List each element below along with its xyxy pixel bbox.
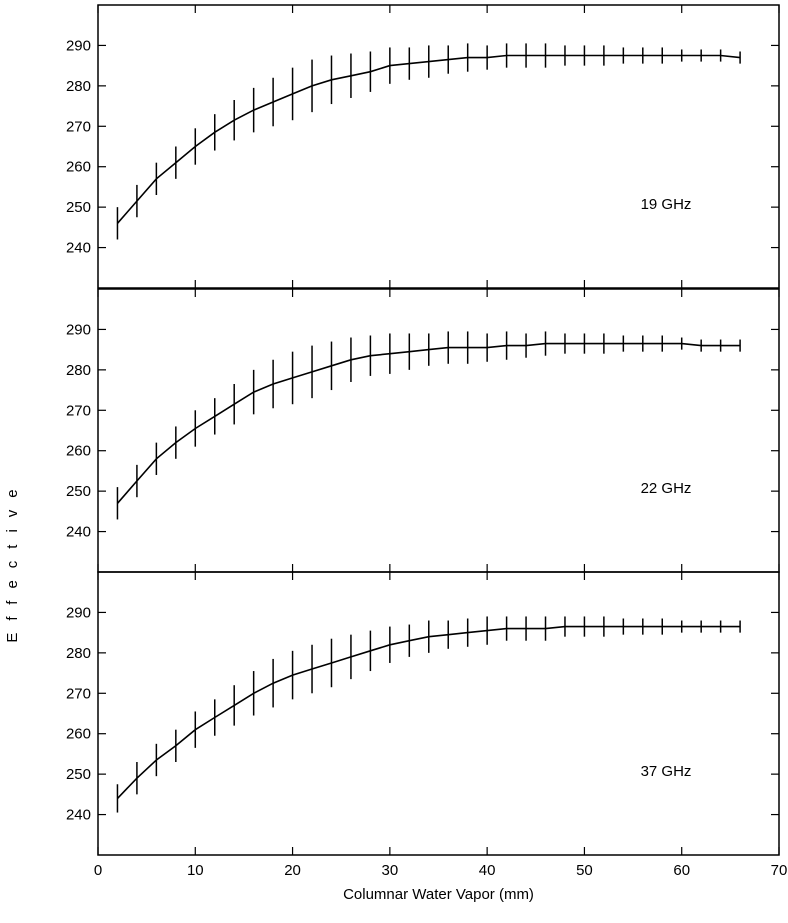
x-tick-label: 30 [382, 862, 399, 879]
x-tick-label: 20 [284, 862, 301, 879]
y-tick-label: 290 [66, 321, 91, 338]
x-tick-label: 50 [576, 862, 593, 879]
y-axis-title: Effective [4, 477, 21, 642]
panel-2: 240 250 260 270 280 290 22 GHz [66, 288, 780, 573]
panel-3: 240 250 260 270 280 290 37 GHz [66, 571, 780, 856]
y-tick-label: 270 [66, 402, 91, 419]
y-tick-label: 280 [66, 645, 91, 662]
y-tick-label: 260 [66, 159, 91, 176]
y-tick-label: 270 [66, 685, 91, 702]
y-tick-label: 260 [66, 443, 91, 460]
panel-label: 22 GHz [641, 480, 692, 497]
x-tick-label: 0 [94, 862, 102, 879]
y-tick-label: 250 [66, 483, 91, 500]
y-tick-label: 260 [66, 726, 91, 743]
y-tick-label: 250 [66, 766, 91, 783]
panel-label: 19 GHz [641, 196, 692, 213]
y-tick-label: 270 [66, 118, 91, 135]
y-tick-label: 240 [66, 240, 91, 257]
y-tick-label: 280 [66, 362, 91, 379]
y-tick-label: 280 [66, 78, 91, 95]
y-tick-label: 290 [66, 37, 91, 54]
panel-frame [97, 571, 780, 856]
panel-label: 37 GHz [641, 763, 692, 780]
x-axis-title: Columnar Water Vapor (mm) [343, 886, 534, 903]
series-line [116, 625, 741, 799]
series-line [116, 54, 741, 224]
x-tick-label: 10 [187, 862, 204, 879]
series-line [116, 342, 741, 504]
panel-frame [97, 288, 780, 573]
panel-frame [97, 4, 780, 289]
x-tick-label: 40 [479, 862, 496, 879]
y-tick-label: 240 [66, 807, 91, 824]
panel-1: 240 250 260 270 280 290 19 GHz [66, 4, 780, 289]
y-tick-label: 250 [66, 199, 91, 216]
x-tick-label: 60 [673, 862, 690, 879]
x-tick-label: 70 [771, 862, 788, 879]
y-tick-label: 290 [66, 604, 91, 621]
x-axis: 0 10 20 30 40 50 60 70 [94, 862, 788, 879]
y-tick-label: 240 [66, 524, 91, 541]
